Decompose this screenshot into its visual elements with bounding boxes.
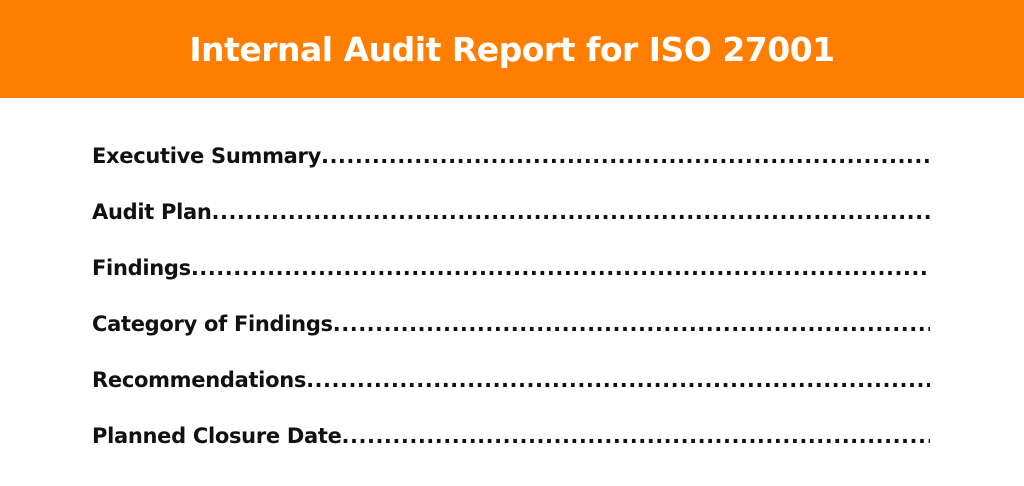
toc-item-label: Audit Plan <box>92 200 212 224</box>
toc-item-executive-summary: Executive Summary <box>92 128 930 184</box>
header-banner: Internal Audit Report for ISO 27001 <box>0 0 1024 98</box>
toc-item-label: Executive Summary <box>92 144 321 168</box>
toc-item-label: Findings <box>92 256 191 280</box>
toc-item-label: Recommendations <box>92 368 307 392</box>
table-of-contents: Executive Summary Audit Plan Findings Ca… <box>92 128 930 464</box>
toc-item-audit-plan: Audit Plan <box>92 184 930 240</box>
dot-leader <box>306 352 930 408</box>
dot-leader <box>342 408 930 464</box>
toc-item-findings: Findings <box>92 240 930 296</box>
page-title: Internal Audit Report for ISO 27001 <box>189 29 835 69</box>
toc-item-label: Planned Closure Date <box>92 424 342 448</box>
toc-item-category-of-findings: Category of Findings <box>92 296 930 352</box>
dot-leader <box>333 296 930 352</box>
dot-leader <box>191 240 930 296</box>
dot-leader <box>212 184 931 240</box>
toc-item-planned-closure-date: Planned Closure Date <box>92 408 930 464</box>
dot-leader <box>321 128 930 184</box>
toc-item-label: Category of Findings <box>92 312 333 336</box>
toc-item-recommendations: Recommendations <box>92 352 930 408</box>
